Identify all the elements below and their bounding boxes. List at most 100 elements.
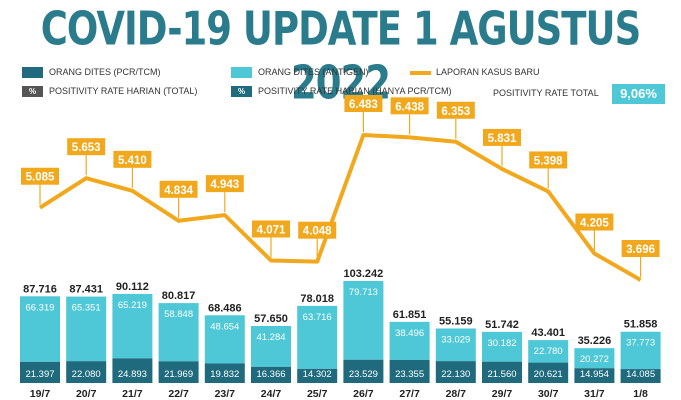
bar-antigen bbox=[574, 348, 615, 369]
legend-pr-pcr-badge: % bbox=[231, 86, 252, 97]
bar-pcr bbox=[20, 361, 60, 383]
cases-value-label: 6.353 bbox=[441, 106, 470, 118]
legend-antigen-label: ORANG DITES (ANTIGEN) bbox=[258, 67, 369, 77]
legend-cases-line bbox=[410, 71, 431, 75]
cases-value-label: 4.048 bbox=[303, 226, 332, 238]
cases-label-box bbox=[252, 220, 290, 238]
bar-pcr-label: 23.355 bbox=[395, 369, 424, 380]
legend-pcr-swatch bbox=[22, 67, 43, 78]
bar-total-label: 68.486 bbox=[208, 302, 242, 314]
x-tick-label: 30/7 bbox=[538, 388, 559, 400]
cases-line bbox=[38, 133, 642, 282]
bar-pcr bbox=[435, 361, 476, 383]
bar-pcr-label: 16.366 bbox=[256, 369, 285, 380]
bar-antigen-label: 63.716 bbox=[303, 312, 332, 323]
bar-total-label: 78.018 bbox=[300, 293, 334, 305]
bar-pcr-label: 19.832 bbox=[210, 369, 239, 380]
bar-pcr-label: 23.529 bbox=[349, 369, 378, 380]
cases-label-box bbox=[390, 97, 429, 115]
x-tick-label: 25/7 bbox=[307, 388, 328, 400]
x-tick-label: 20/7 bbox=[76, 388, 97, 400]
x-tick-label: 1/8 bbox=[633, 388, 648, 400]
cases-label-box bbox=[344, 95, 383, 112]
bar-pcr bbox=[528, 362, 569, 383]
x-tick-label: 19/7 bbox=[30, 388, 51, 400]
bar-pcr bbox=[482, 361, 522, 383]
bar-antigen-label: 79.713 bbox=[349, 287, 378, 298]
x-tick-label: 23/7 bbox=[215, 388, 236, 400]
cases-label-box bbox=[298, 221, 337, 239]
x-tick-label: 28/7 bbox=[446, 388, 467, 400]
cases-value-label: 5.831 bbox=[488, 133, 517, 145]
bar-pcr-label: 22.080 bbox=[72, 369, 101, 380]
bar-pcr bbox=[158, 361, 199, 383]
cases-label-box bbox=[67, 138, 106, 156]
bar-pcr bbox=[204, 363, 245, 383]
legend-pr-overall-label: POSITIVITY RATE TOTAL bbox=[493, 88, 599, 98]
cases-value-label: 5.398 bbox=[534, 155, 563, 167]
bar-antigen bbox=[112, 293, 153, 359]
bar-antigen-label: 66.319 bbox=[25, 302, 54, 313]
cases-value-label: 5.410 bbox=[118, 155, 147, 167]
bar-total-label: 51.742 bbox=[485, 319, 519, 331]
cases-label-box bbox=[21, 167, 59, 185]
bar-antigen-label: 41.284 bbox=[256, 332, 285, 343]
bar-antigen-label: 33.029 bbox=[441, 334, 470, 345]
bar-antigen bbox=[158, 303, 199, 362]
legend-pr-total-label: POSITIVITY RATE HARIAN (TOTAL) bbox=[49, 86, 198, 96]
bar-total-label: 35.226 bbox=[578, 335, 612, 347]
cases-value-label: 5.653 bbox=[72, 142, 101, 154]
legend-pr-pcr-label: POSITIVITY RATE HARIAN (HANYA PCR/TCM) bbox=[258, 86, 452, 96]
bar-antigen-label: 37.773 bbox=[626, 338, 655, 349]
cases-label-box bbox=[621, 240, 660, 257]
cases-value-label: 4.834 bbox=[164, 185, 193, 197]
bar-total-label: 87.716 bbox=[23, 283, 57, 295]
bar-antigen-label: 20.272 bbox=[580, 354, 609, 365]
x-tick-label: 21/7 bbox=[122, 388, 143, 400]
x-tick-label: 24/7 bbox=[261, 388, 282, 400]
x-tick-label: 31/7 bbox=[584, 388, 605, 400]
bar-pcr-label: 21.969 bbox=[164, 369, 193, 380]
bar-pcr bbox=[66, 361, 107, 383]
bar-total-label: 90.112 bbox=[116, 281, 149, 293]
page-title: COVID-19 UPDATE 1 AGUSTUS 2022 bbox=[40, 2, 641, 110]
bar-total-label: 55.159 bbox=[439, 315, 473, 327]
cases-value-label: 3.696 bbox=[626, 244, 655, 256]
bar-antigen-label: 22.780 bbox=[534, 346, 563, 357]
bar-antigen-label: 65.351 bbox=[72, 303, 101, 314]
x-tick-label: 29/7 bbox=[492, 388, 513, 400]
cases-value-label: 4.205 bbox=[580, 218, 609, 230]
bar-pcr bbox=[343, 359, 384, 383]
bar-antigen-label: 30.182 bbox=[487, 338, 516, 349]
bar-pcr-label: 20.621 bbox=[534, 369, 563, 380]
bar-pcr bbox=[389, 359, 430, 383]
bar-antigen-label: 65.219 bbox=[118, 300, 147, 311]
legend-pr-total-badge: % bbox=[22, 86, 43, 97]
cases-label-box bbox=[483, 128, 521, 146]
bar-pcr-label: 14.085 bbox=[626, 369, 655, 380]
x-tick-label: 27/7 bbox=[399, 388, 420, 400]
cases-label-box bbox=[159, 180, 198, 198]
bar-total-label: 87.431 bbox=[69, 284, 103, 296]
bar-total-label: 61.851 bbox=[393, 309, 427, 321]
cases-label-box bbox=[205, 175, 244, 193]
bar-total-label: 43.401 bbox=[531, 327, 565, 339]
legend-antigen-swatch bbox=[231, 67, 252, 78]
x-tick-label: 22/7 bbox=[168, 388, 189, 400]
bar-total-label: 103.242 bbox=[344, 268, 384, 280]
cases-label-box bbox=[529, 151, 568, 169]
x-axis-band bbox=[0, 383, 681, 400]
cases-value-label: 5.085 bbox=[26, 172, 55, 184]
cases-value-label: 6.438 bbox=[395, 101, 424, 113]
bar-antigen bbox=[482, 331, 522, 362]
bar-antigen bbox=[204, 315, 245, 364]
bar-antigen bbox=[435, 328, 476, 362]
bar-pcr bbox=[297, 368, 338, 383]
bar-antigen-label: 58.848 bbox=[164, 309, 193, 320]
bar-pcr bbox=[112, 358, 153, 383]
bar-total-label: 57.650 bbox=[254, 313, 288, 325]
bar-pcr-label: 14.302 bbox=[303, 369, 332, 380]
cases-value-label: 4.071 bbox=[257, 224, 286, 236]
bar-antigen bbox=[20, 296, 60, 362]
